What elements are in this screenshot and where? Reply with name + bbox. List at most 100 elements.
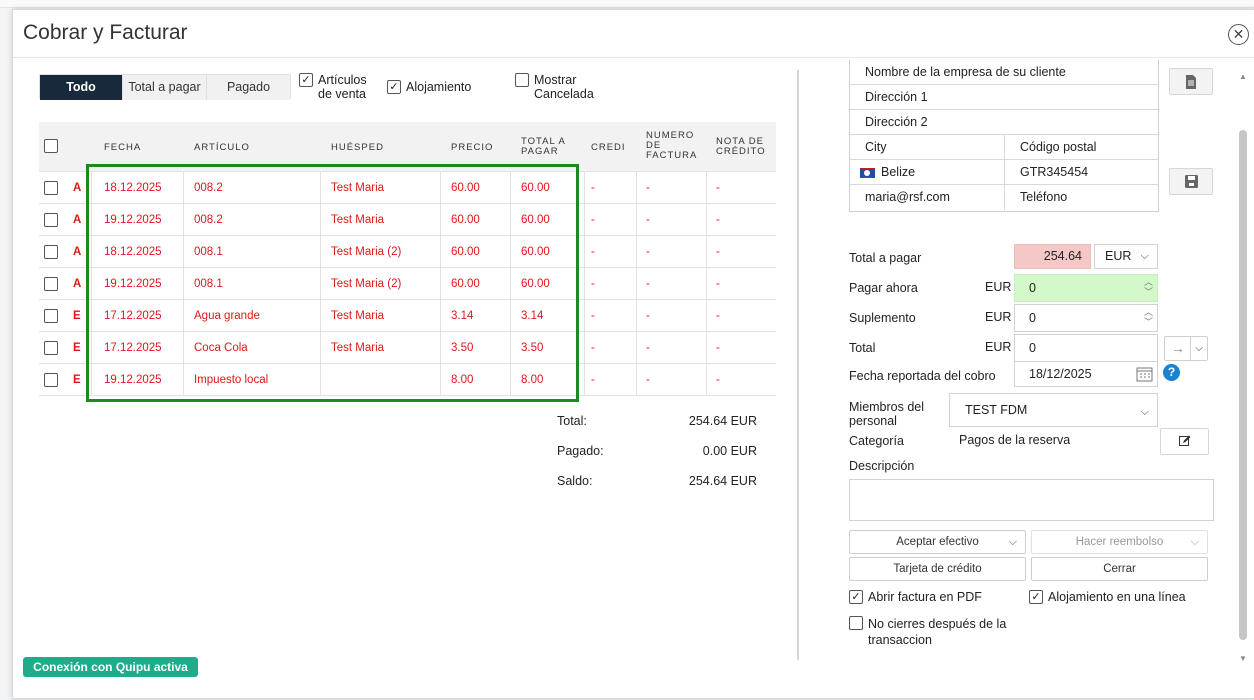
cell-nota: - [716,246,720,258]
scrollbar[interactable]: ▲ ▼ [1237,70,1249,670]
table-row[interactable]: A 18.12.2025 008.2 Test Maria 60.00 60.00 - - - [39,172,776,204]
total-input[interactable]: 0 [1014,334,1158,362]
company-field[interactable]: Nombre de la empresa de su cliente [865,65,1066,79]
scroll-thumb[interactable] [1239,130,1247,640]
direccion1-field[interactable]: Dirección 1 [865,90,928,104]
alojamiento-linea-checkbox[interactable]: ✓ [1029,590,1043,604]
articulos-checkbox[interactable]: ✓ [299,73,313,87]
row-separator [584,268,585,300]
chevron-down-icon: ⌵ [1008,536,1017,548]
quipu-status-badge: Conexión con Quipu activa [23,657,198,677]
descripcion-input[interactable] [849,479,1214,521]
table-row[interactable]: E 19.12.2025 Impuesto local 8.00 8.00 - - - [39,364,776,396]
company-row[interactable]: Nombre de la empresa de su cliente [850,60,1158,85]
scroll-up-icon[interactable]: ▲ [1239,72,1247,81]
row-separator [440,204,441,236]
suplemento-label: Suplemento [849,311,916,325]
alojamiento-label: Alojamiento [406,80,472,94]
cell-precio: 3.50 [451,342,474,354]
row-separator [510,332,511,364]
row-checkbox[interactable] [44,341,58,355]
row-separator [706,332,707,364]
help-icon[interactable]: ? [1163,364,1180,381]
cell-fecha: 18.12.2025 [104,182,162,194]
cell-fecha: 17.12.2025 [104,310,162,322]
tarjeta-credito-button[interactable]: Tarjeta de crédito [849,557,1026,581]
cell-credito: - [591,310,595,322]
stepper-icon[interactable]: ︿ ﹀ [1143,307,1153,327]
row-separator [584,332,585,364]
suplemento-input[interactable]: 0 ︿ ﹀ [1014,304,1158,332]
row-separator [183,364,184,396]
row-separator [636,236,637,268]
postal-code-field[interactable]: Código postal [1020,140,1097,154]
hacer-reembolso-label: Hacer reembolso [1075,536,1164,548]
country-select[interactable]: Belize [860,160,915,185]
scroll-down-icon[interactable]: ▼ [1239,654,1247,663]
row-separator [510,236,511,268]
email-field[interactable]: maria@rsf.com [865,190,950,204]
pagar-ahora-currency: EUR [985,280,1012,294]
fecha-input[interactable]: 18/12/2025 [1014,361,1158,387]
cell-nota: - [716,310,720,322]
row-checkbox[interactable] [44,277,58,291]
no-cierres-checkbox[interactable] [849,616,863,630]
row-checkbox[interactable] [44,245,58,259]
categoria-label: Categoría [849,434,904,448]
row-checkbox[interactable] [44,213,58,227]
row-checkbox[interactable] [44,373,58,387]
stepper-icon[interactable]: ︿ ﹀ [1143,277,1153,297]
edit-icon[interactable] [1160,428,1209,455]
tab-todo[interactable]: Todo [40,75,123,100]
client-details: Nombre de la empresa de su cliente Direc… [849,60,1159,212]
row-separator [91,172,92,204]
calendar-icon[interactable] [1136,366,1153,382]
currency-select[interactable]: EUR ⌵ [1094,244,1158,269]
aceptar-efectivo-button[interactable]: Aceptar efectivo ⌵ [849,530,1026,554]
mostrar-canceladas-checkbox[interactable] [515,73,529,87]
save-icon[interactable] [1169,168,1213,195]
direccion1-row[interactable]: Dirección 1 [850,85,1158,110]
chevron-down-icon: ⌵ [1190,536,1199,548]
tab-pagado[interactable]: Pagado [207,75,290,100]
total-a-pagar-label: Total a pagar [849,251,922,265]
close-icon[interactable]: ✕ [1228,24,1249,45]
alojamiento-checkbox[interactable]: ✓ [387,80,401,94]
hacer-reembolso-button[interactable]: Hacer reembolso ⌵ [1031,530,1208,554]
transfer-arrow-icon[interactable]: → [1164,336,1208,361]
aceptar-efectivo-label: Aceptar efectivo [896,536,979,548]
chevron-down-icon: ⌵ [1140,250,1149,262]
tab-total-a-pagar[interactable]: Total a pagar [123,75,207,100]
cell-nota: - [716,214,720,226]
cell-fecha: 17.12.2025 [104,342,162,354]
row-separator [584,172,585,204]
table-row[interactable]: E 17.12.2025 Agua grande Test Maria 3.14 3.14… [39,300,776,332]
table-row[interactable]: A 19.12.2025 008.1 Test Maria (2) 60.00 60.00… [39,268,776,300]
row-separator [320,332,321,364]
cell-precio: 3.14 [451,310,474,322]
row-separator [510,268,511,300]
row-separator [636,172,637,204]
postal-value-field[interactable]: GTR345454 [1020,165,1089,179]
document-icon[interactable] [1169,68,1213,95]
row-checkbox[interactable] [44,181,58,195]
transfer-dropdown-icon[interactable]: ⌵ [1190,337,1207,360]
row-separator [706,300,707,332]
direccion2-field[interactable]: Dirección 2 [865,115,928,129]
row-separator [636,300,637,332]
telefono-field[interactable]: Teléfono [1020,190,1068,204]
city-field[interactable]: City [865,140,887,154]
cerrar-button[interactable]: Cerrar [1031,557,1208,581]
table-row[interactable]: A 19.12.2025 008.2 Test Maria 60.00 60.00 - - - [39,204,776,236]
table-row[interactable]: E 17.12.2025 Coca Cola Test Maria 3.50 3.50 - -… [39,332,776,364]
pagar-ahora-input[interactable]: 0 ︿ ﹀ [1014,274,1158,302]
table-row[interactable]: A 18.12.2025 008.1 Test Maria (2) 60.00 60.00… [39,236,776,268]
abrir-pdf-checkbox[interactable]: ✓ [849,590,863,604]
cell-nota: - [716,342,720,354]
cell-fecha: 19.12.2025 [104,214,162,226]
cell-precio: 8.00 [451,374,474,386]
select-all-checkbox[interactable] [44,139,58,153]
row-checkbox[interactable] [44,309,58,323]
miembros-select[interactable]: TEST FDM ⌵ [949,393,1158,427]
direccion2-row[interactable]: Dirección 2 [850,110,1158,135]
